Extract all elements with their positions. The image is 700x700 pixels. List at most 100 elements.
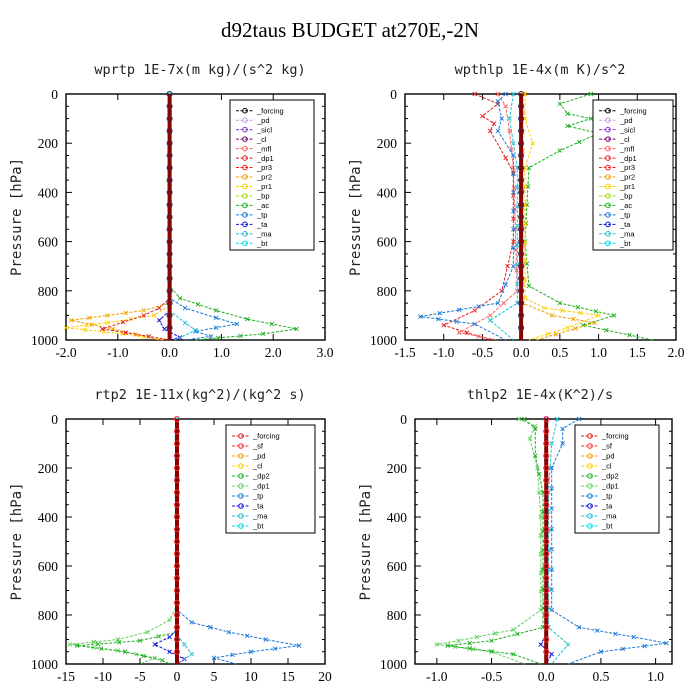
x-tick-label: 1.5	[629, 345, 646, 360]
y-axis-label: Pressure [hPa]	[9, 482, 25, 600]
series-line-pr2	[522, 94, 595, 341]
series-marker	[156, 318, 162, 323]
series-marker	[543, 538, 550, 545]
series-marker	[456, 307, 462, 313]
series-marker	[156, 305, 162, 311]
series-marker	[115, 648, 121, 653]
legend-marker	[238, 443, 244, 449]
series-marker	[472, 91, 478, 97]
series-marker	[434, 642, 440, 647]
series-marker	[620, 646, 626, 652]
series-marker	[487, 318, 493, 323]
legend-label: _sf	[252, 442, 264, 451]
series-marker	[456, 638, 462, 644]
series-marker	[182, 305, 188, 311]
series-marker	[211, 655, 217, 661]
legend-marker	[238, 473, 244, 479]
legend-label: _forcing	[601, 432, 629, 441]
series-marker	[263, 637, 269, 642]
series-marker	[505, 263, 510, 269]
series-marker	[549, 526, 555, 532]
series-marker	[543, 611, 550, 619]
legend-label: _pd	[252, 452, 266, 461]
series-marker	[588, 116, 594, 121]
y-tick-label: 800	[38, 284, 59, 299]
series-marker	[141, 313, 147, 318]
legend-label: _pd	[256, 116, 270, 125]
series-marker	[189, 620, 195, 625]
y-tick-label: 200	[38, 461, 59, 476]
legend-marker	[587, 443, 593, 449]
series-marker	[511, 245, 516, 251]
series-marker	[445, 643, 451, 648]
y-tick-label: 400	[387, 510, 408, 525]
panel-title: wprtp 1E-7x(m kg)/(s^2 kg)	[94, 62, 305, 78]
series-marker	[173, 489, 181, 496]
series-marker	[173, 587, 181, 594]
legend: _forcing_pd_sicl_cl_mfl_dp1_pr3_pr2_pr1_…	[229, 99, 315, 251]
series-marker	[565, 642, 571, 647]
series-marker	[514, 223, 520, 229]
series-line-pr1	[65, 94, 171, 341]
legend-marker	[238, 513, 244, 519]
x-tick-label: 3.0	[317, 345, 334, 360]
series-marker	[166, 238, 173, 245]
series-marker	[573, 326, 578, 331]
series-marker	[456, 330, 462, 335]
series-marker	[215, 335, 221, 341]
series-marker	[560, 308, 565, 313]
legend-marker	[605, 240, 611, 247]
series-marker	[565, 111, 570, 116]
legend-marker	[242, 117, 248, 123]
series-marker	[189, 651, 195, 657]
series-marker	[543, 550, 550, 557]
y-tick-label: 1000	[31, 333, 58, 348]
x-tick-label: -5	[134, 669, 145, 684]
x-tick-label: 1.0	[647, 669, 664, 684]
series-marker	[173, 415, 181, 423]
series-marker	[511, 239, 516, 244]
series-marker	[123, 310, 128, 316]
figure-title: d92taus BUDGET at270E,-2N	[221, 18, 479, 42]
series-marker	[141, 308, 147, 313]
legend-marker	[605, 107, 611, 114]
x-tick-label: -15	[57, 669, 75, 684]
series-marker	[471, 646, 476, 652]
series-marker	[159, 658, 165, 663]
series-marker	[543, 428, 550, 435]
series-marker	[503, 91, 508, 97]
legend-marker	[238, 453, 244, 459]
x-tick-label: 2.0	[668, 345, 685, 360]
series-marker	[495, 128, 501, 134]
series-marker	[269, 321, 275, 327]
series-marker	[95, 641, 101, 647]
legend-label: _pr3	[256, 163, 272, 172]
series-marker	[74, 643, 80, 648]
series-marker	[177, 295, 183, 301]
legend-label: _mfl	[619, 144, 635, 153]
series-marker	[613, 631, 618, 637]
legend-label: _bp	[256, 192, 270, 201]
series-marker	[543, 526, 550, 533]
legend-label: _mfl	[256, 144, 272, 153]
series-marker	[543, 440, 550, 447]
series-marker	[226, 629, 232, 635]
y-tick-label: 600	[38, 235, 59, 250]
legend-label: _ma	[601, 512, 617, 521]
series-marker	[296, 643, 302, 648]
series-marker	[543, 489, 550, 496]
series-line-ma	[547, 418, 569, 665]
series-marker	[105, 320, 110, 326]
series-marker	[173, 562, 181, 570]
series-marker	[166, 263, 173, 270]
series-marker	[514, 281, 520, 287]
series-marker	[86, 315, 92, 321]
series-marker	[145, 629, 150, 635]
series-marker	[518, 287, 525, 294]
series-marker	[532, 426, 538, 432]
series-marker	[213, 315, 219, 321]
legend-label: _pr1	[256, 182, 272, 191]
legend-label: _tp	[601, 492, 612, 501]
series-marker	[557, 300, 563, 306]
series-marker	[182, 642, 187, 647]
